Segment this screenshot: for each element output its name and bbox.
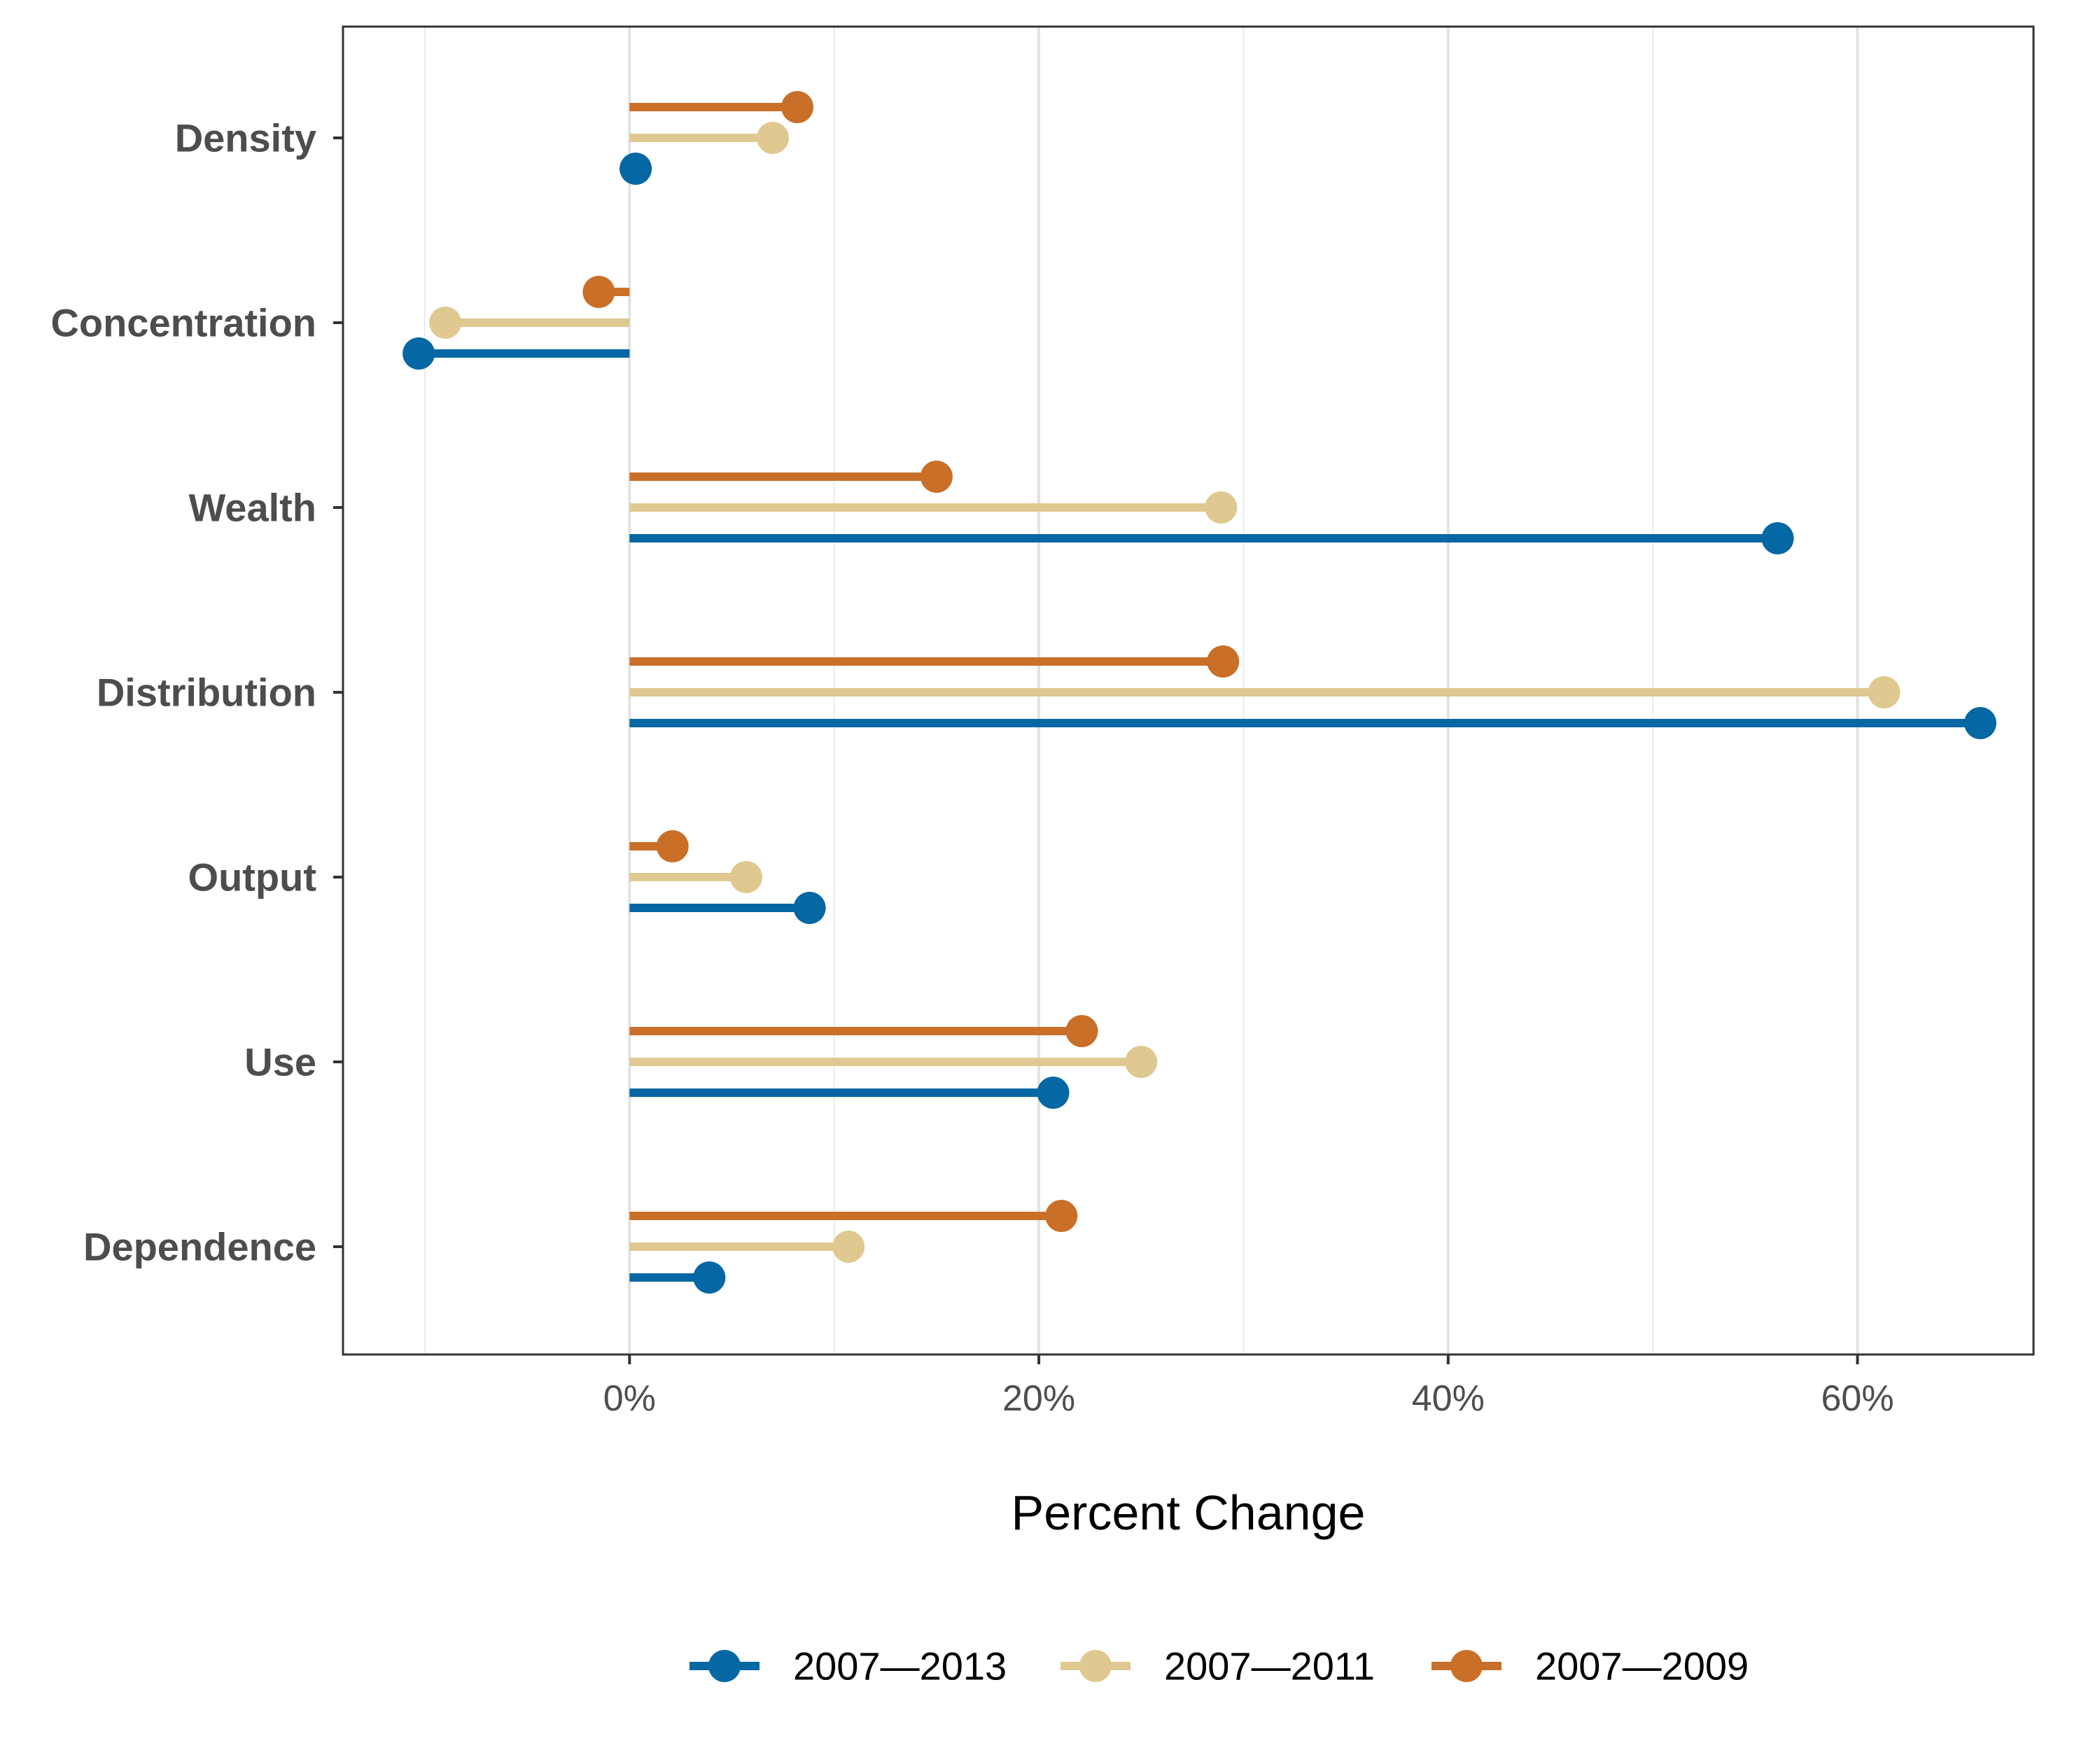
y-axis-category-label: Wealth	[188, 486, 316, 530]
legend-label: 2007—2011	[1164, 1644, 1375, 1688]
y-axis-category-label: Use	[244, 1040, 316, 1084]
marks-layer	[402, 91, 1996, 1294]
lollipop-point	[793, 892, 826, 924]
lollipop-point	[781, 91, 814, 123]
lollipop-point	[693, 1261, 726, 1294]
lollipop-point	[729, 861, 762, 893]
y-axis-category-label: Dependence	[83, 1225, 316, 1269]
legend-label: 2007—2013	[793, 1644, 1007, 1688]
lollipop-point	[756, 122, 789, 154]
lollipop-point	[620, 153, 652, 185]
y-axis-category-label: Output	[188, 855, 316, 899]
lollipop-point	[1963, 707, 1996, 739]
lollipop-point	[1045, 1200, 1078, 1232]
y-axis-category-label: Distribution	[97, 671, 316, 715]
x-axis-tick-label: 40%	[1412, 1378, 1485, 1419]
lollipop-point	[1761, 522, 1794, 554]
x-axis-tick-label: 20%	[1002, 1378, 1075, 1419]
plot-panel-border	[342, 25, 2035, 1356]
lollipop-point	[582, 276, 615, 308]
y-axis-category-label: Density	[175, 116, 316, 160]
x-axis-tick-label: 0%	[603, 1378, 656, 1419]
x-axis-tick-label: 60%	[1821, 1378, 1894, 1419]
x-axis: 0% 20% 40% 60%	[603, 1354, 1894, 1419]
lollipop-point	[1868, 676, 1900, 708]
legend-key-point	[708, 1650, 741, 1682]
lollipop-point	[1205, 491, 1238, 524]
legend-key-point	[1450, 1650, 1483, 1682]
lollipop-point	[1207, 645, 1240, 678]
lollipop-point	[1065, 1015, 1098, 1047]
lollipop-point	[656, 830, 689, 862]
lollipop-point	[1037, 1077, 1070, 1109]
lollipop-point	[832, 1231, 865, 1263]
y-axis-category-label: Concentration	[50, 301, 316, 345]
legend-key-point	[1079, 1650, 1112, 1682]
legend: 2007—2013 2007—2011 2007—2009	[690, 1644, 1749, 1688]
lollipop-point	[429, 307, 462, 339]
lollipop-point	[920, 461, 953, 493]
lollipop-point	[402, 337, 435, 370]
legend-label: 2007—2009	[1535, 1644, 1749, 1688]
lollipop-point	[1125, 1046, 1158, 1078]
y-axis: Density Concentration Wealth Distribution Ou…	[50, 116, 343, 1269]
x-axis-title: Percent Change	[1011, 1485, 1366, 1540]
